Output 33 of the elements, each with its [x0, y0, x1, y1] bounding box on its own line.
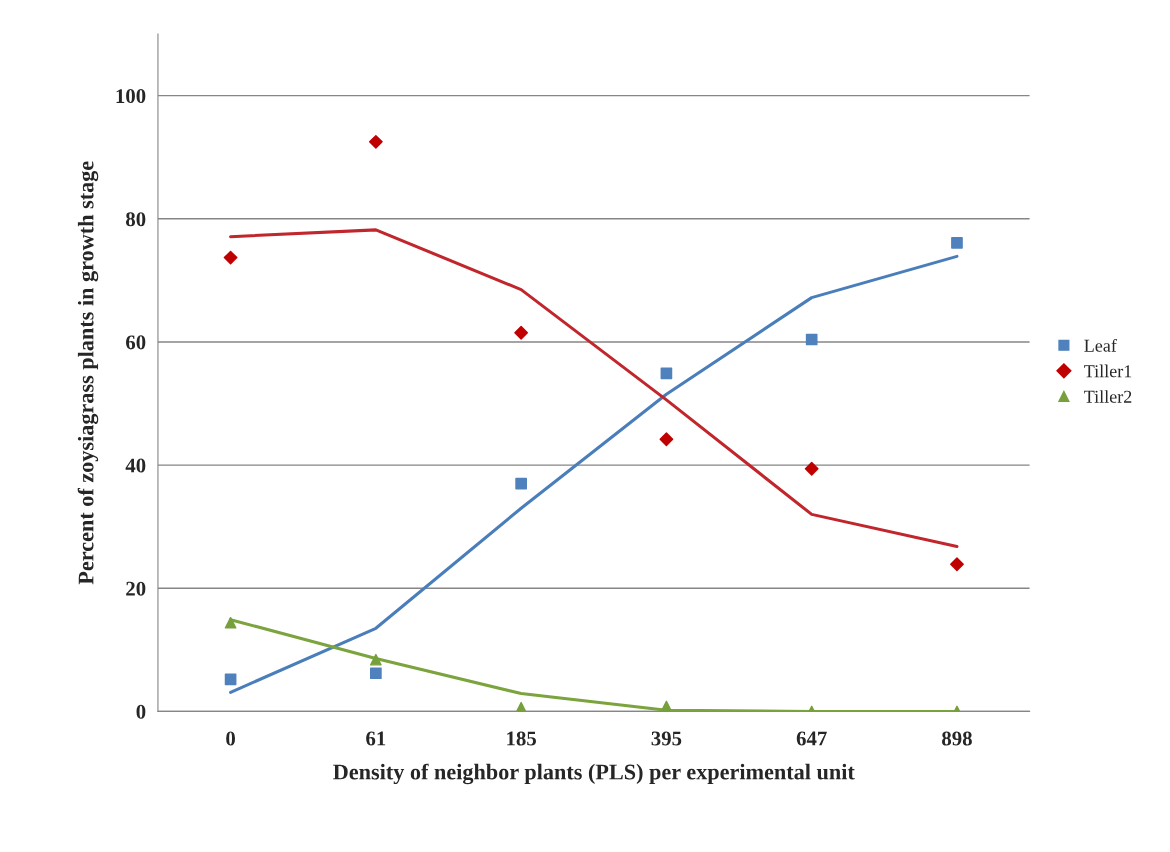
x-tick-label: 185	[507, 731, 536, 746]
point	[370, 667, 382, 680]
point	[804, 461, 819, 476]
line-series	[229, 254, 959, 694]
x-axis-title: Density of neighbor plants (PLS) per experimental unit	[333, 763, 855, 785]
x-tick-label: 647	[796, 731, 827, 746]
point	[951, 236, 963, 249]
point	[660, 367, 673, 380]
x-tick-label: 61	[366, 731, 386, 746]
legend-label: Tiller2	[1084, 390, 1132, 403]
point	[515, 477, 527, 490]
x-tick-label: 0	[226, 731, 235, 746]
point	[368, 134, 383, 149]
y-tick-label: 0	[136, 704, 146, 719]
point	[223, 250, 238, 265]
legend-label: Tiller1	[1084, 364, 1132, 378]
point	[224, 616, 237, 629]
point	[805, 333, 818, 346]
y-tick-label: 100	[116, 89, 146, 104]
y-tick-label: 60	[126, 335, 146, 350]
legend-label: Leaf	[1084, 338, 1117, 352]
y-tick-label: 40	[125, 458, 146, 473]
x-tick-label: 395	[651, 731, 682, 746]
point	[659, 432, 674, 447]
point	[514, 325, 529, 340]
y-axis-title: Percent of zoysiagrass plants in growth stage	[77, 161, 99, 585]
y-tick-label: 20	[126, 581, 146, 596]
y-tick-label: 80	[126, 212, 146, 227]
line-series	[229, 228, 959, 548]
point	[224, 673, 237, 686]
point	[370, 653, 382, 666]
x-tick-label: 898	[942, 731, 972, 746]
point	[950, 557, 964, 572]
